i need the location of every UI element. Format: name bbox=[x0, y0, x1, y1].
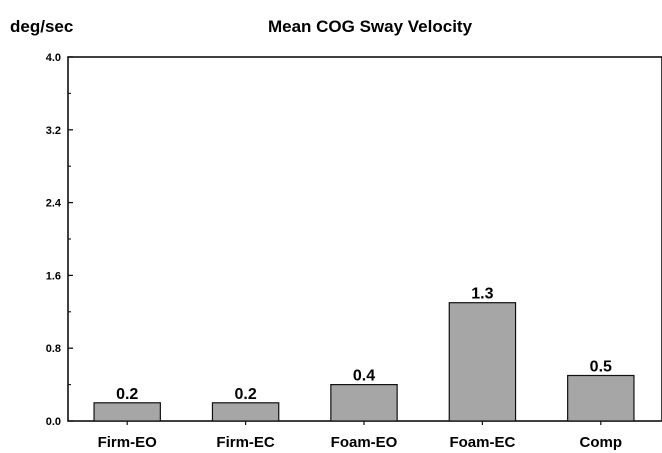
y-axis-unit-label: deg/sec bbox=[10, 17, 73, 36]
x-category-label: Comp bbox=[580, 434, 623, 451]
bar-value-label: 0.5 bbox=[590, 359, 612, 376]
bar bbox=[211, 402, 280, 422]
y-tick-label: 0.8 bbox=[46, 343, 61, 355]
bar bbox=[567, 374, 635, 422]
chart-title: Mean COG Sway Velocity bbox=[268, 17, 473, 36]
bar-value-label: 0.4 bbox=[353, 368, 375, 385]
plot-area: 0.0 0.8 1.6 2.4 3.2 4.0 0.2 Firm-EO 0.2 Firm-EC 0.… bbox=[46, 52, 662, 451]
y-tick-label: 4.0 bbox=[46, 52, 61, 64]
bar bbox=[448, 302, 517, 422]
y-tick-label: 2.4 bbox=[46, 198, 62, 210]
bar-value-label: 1.3 bbox=[471, 286, 493, 303]
x-category-label: Firm-EO bbox=[98, 434, 158, 451]
bar bbox=[93, 402, 161, 422]
bar-value-label: 0.2 bbox=[234, 386, 256, 403]
bar bbox=[330, 384, 398, 422]
plot-frame bbox=[67, 56, 662, 422]
x-category-label: Foam-EO bbox=[331, 434, 398, 451]
x-category-label: Firm-EC bbox=[216, 434, 275, 451]
y-tick-label: 3.2 bbox=[46, 125, 61, 137]
y-tick-label: 1.6 bbox=[46, 270, 61, 282]
bar-value-label: 0.2 bbox=[116, 386, 138, 403]
y-tick-label: 0.0 bbox=[46, 416, 61, 428]
x-category-label: Foam-EC bbox=[449, 434, 515, 451]
